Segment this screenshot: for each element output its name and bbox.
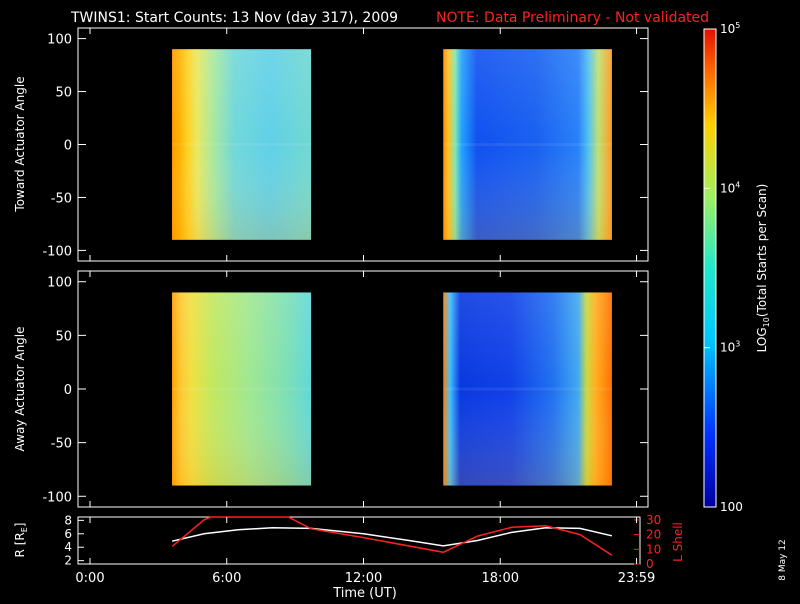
y-tick-label: -100 [42, 490, 72, 505]
orbit-left-ylabel: R [RE] [13, 523, 29, 558]
orbit-right-tick-label: 30 [646, 513, 661, 527]
y-tick-label: 100 [47, 276, 72, 291]
away-ylabel: Away Actuator Angle [13, 326, 27, 451]
y-tick-label: 0 [64, 383, 72, 398]
colorbar-tick-label: 103 [720, 340, 740, 355]
heatmap-zero-band [443, 143, 612, 146]
x-axis-label: Time (UT) [332, 586, 397, 600]
chart-title: TWINS1: Start Counts: 13 Nov (day 317), … [70, 10, 398, 26]
orbit-radius-line [171, 526, 613, 547]
y-tick-label: -100 [42, 244, 72, 259]
heatmap-zero-band [172, 387, 312, 391]
colorbar-tick-label: 105 [720, 21, 740, 36]
colorbar-tick-label: 100 [720, 500, 743, 514]
heatmap-shade [172, 292, 312, 486]
date-stamp: 8 May 12 [778, 539, 788, 581]
heatmap-zero-band [172, 143, 312, 146]
orbit-left-tick-label: 8 [64, 513, 72, 527]
x-tick-label: 0:00 [75, 571, 104, 586]
heatmap-zero-band [443, 387, 612, 391]
y-tick-label: 100 [47, 33, 72, 48]
x-tick-label: 18:00 [482, 571, 519, 586]
orbit-lshell-line [171, 516, 613, 556]
orbit-right-tick-label: 0 [646, 557, 654, 571]
orbit-right-tick-label: 20 [646, 528, 661, 542]
y-tick-label: 50 [55, 86, 72, 101]
colorbar-label: LOG10(Total Starts per Scan) [755, 184, 771, 353]
orbit-right-ylabel: L Shell [671, 522, 685, 562]
heatmap-shade [172, 49, 312, 240]
panel-orbit-frame [77, 516, 641, 565]
y-tick-label: -50 [51, 437, 72, 452]
orbit-left-tick-label: 2 [64, 554, 72, 568]
data-note: NOTE: Data Preliminary - Not validated [436, 10, 709, 26]
heatmap-shade [443, 292, 612, 486]
orbit-right-tick-label: 10 [646, 542, 661, 556]
orbit-left-tick-label: 4 [64, 540, 72, 554]
y-tick-label: -50 [51, 191, 72, 206]
x-tick-label: 6:00 [212, 571, 241, 586]
heatmap-shade [443, 49, 612, 240]
orbit-left-tick-label: 6 [64, 527, 72, 541]
colorbar-tick-label: 104 [720, 180, 740, 195]
y-tick-label: 50 [55, 329, 72, 344]
toward-ylabel: Toward Actuator Angle [13, 76, 27, 212]
x-tick-label: 12:00 [345, 571, 382, 586]
x-tick-label: 23:59 [618, 571, 655, 586]
colorbar [703, 28, 717, 508]
y-tick-label: 0 [64, 139, 72, 154]
